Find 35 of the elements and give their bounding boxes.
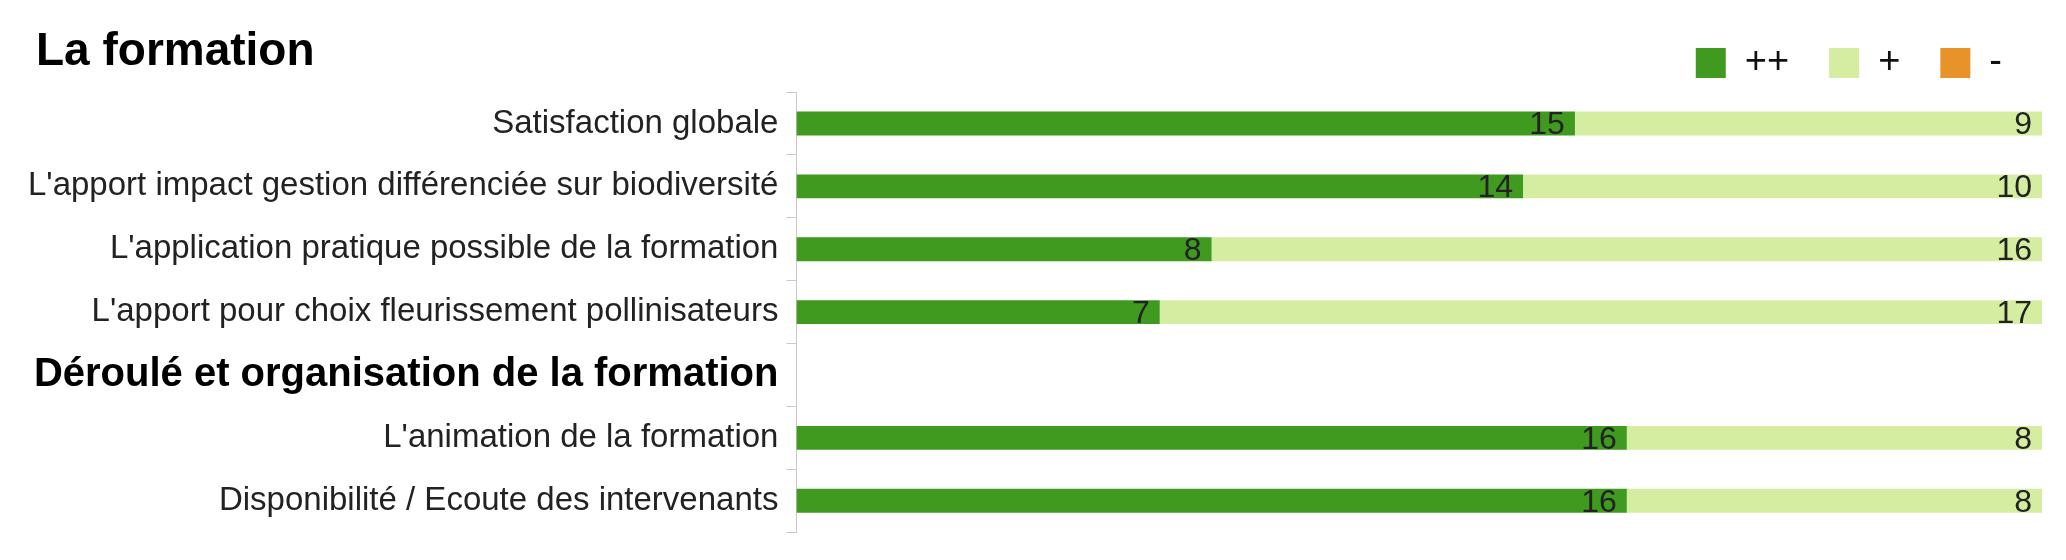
data-label: 16 — [1996, 231, 2032, 268]
bar — [796, 174, 1524, 199]
y-tick-label: L'application pratique possible de la formation — [109, 228, 779, 266]
bar — [1626, 488, 2042, 513]
data-label: 14 — [1477, 168, 1514, 205]
data-label: 15 — [1529, 105, 1565, 142]
y-tick-label: Disponibilité / Ecoute des intervenants — [218, 479, 779, 517]
data-label: 10 — [1996, 168, 2032, 205]
data-label: 8 — [2014, 419, 2032, 456]
bar — [796, 237, 1212, 262]
bar — [796, 111, 1575, 136]
bar — [1626, 425, 2042, 450]
data-label: 16 — [1581, 482, 1617, 519]
bar — [1574, 111, 2042, 136]
legend-label: ++ — [1744, 39, 1790, 82]
data-label: 9 — [2014, 105, 2032, 142]
y-tick-label: L'animation de la formation — [383, 416, 779, 454]
y-tick-label: Déroulé et organisation de la formation — [33, 350, 779, 395]
y-tick-label: Satisfaction globale — [492, 102, 779, 140]
data-label: 7 — [1131, 293, 1150, 330]
legend-label: + — [1878, 39, 1901, 82]
bar — [796, 488, 1627, 513]
data-label: 8 — [1183, 231, 1202, 268]
legend-label: - — [1989, 39, 2002, 82]
data-label: 16 — [1581, 419, 1617, 456]
y-tick-label: L'apport impact gestion différenciée sur biodiversité — [27, 165, 779, 203]
bar — [796, 425, 1627, 450]
y-tick-label: L'apport pour choix fleurissement pollinisateurs — [91, 291, 779, 329]
bar — [1159, 300, 2042, 325]
text: La formation — [36, 22, 315, 76]
bar — [1211, 237, 2042, 262]
data-label: 8 — [2014, 482, 2032, 519]
bar — [1523, 174, 2042, 199]
data-label: 17 — [1996, 293, 2032, 330]
bar — [796, 300, 1160, 325]
